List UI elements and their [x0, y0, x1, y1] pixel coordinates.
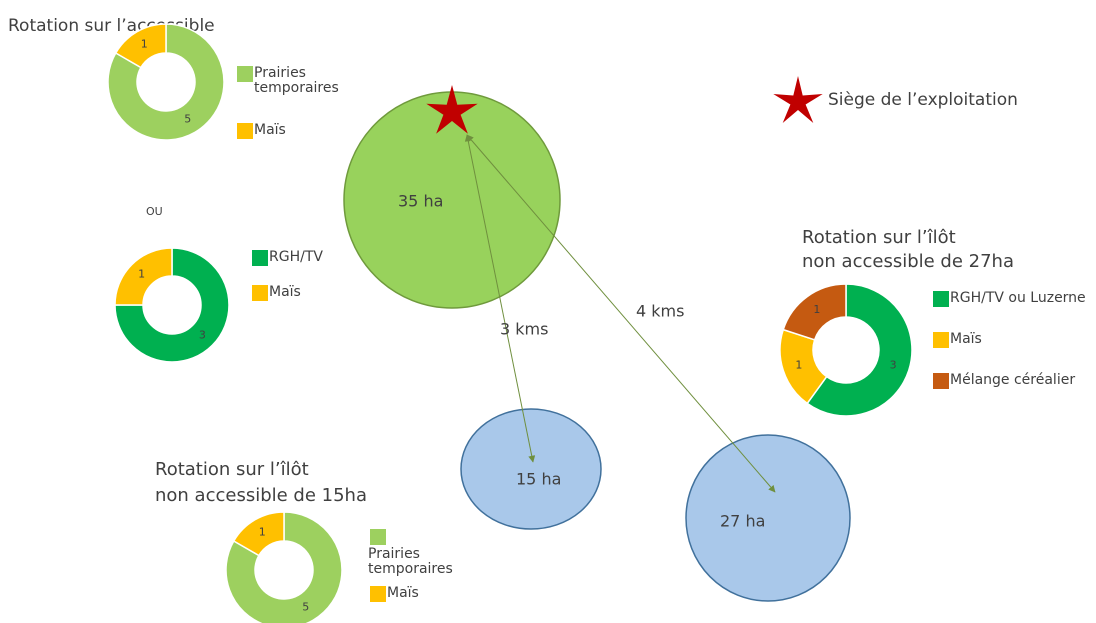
legend-swatch [237, 66, 253, 82]
donut-title: non accessible de 15ha [155, 485, 367, 506]
legend-swatch [933, 332, 949, 348]
legend-swatch [370, 586, 386, 602]
parcel-27 [685, 434, 851, 602]
legend-text: Maïs [269, 284, 301, 300]
legend-swatch [370, 529, 386, 545]
donut-segment [232, 511, 285, 557]
parcel-label: 35 ha [398, 192, 443, 211]
donut-title: Rotation sur l’îlôt [155, 459, 309, 480]
legend-swatch [237, 123, 253, 139]
segment-value: 1 [138, 268, 145, 281]
parcel-label: 27 ha [720, 512, 765, 531]
donut-segment [114, 247, 173, 306]
legend-text: Mélange céréalier [950, 372, 1076, 388]
donut-segment [782, 283, 847, 341]
headquarters-star [426, 85, 478, 134]
legend-text: RGH/TV ou Luzerne [950, 290, 1086, 306]
segment-value: 1 [813, 303, 820, 316]
legend-swatch [252, 285, 268, 301]
donut-segment [225, 511, 343, 623]
legend-text: RGH/TV [269, 249, 323, 265]
donut-segment [114, 23, 167, 69]
legend-swatch [252, 250, 268, 266]
legend-text: Maïs [387, 585, 419, 601]
segment-value: 1 [259, 525, 266, 538]
donut-segment [107, 23, 225, 141]
segment-value: 5 [184, 113, 191, 126]
legend-swatch [933, 373, 949, 389]
legend-text: Maïs [254, 122, 286, 138]
donut-segment [806, 283, 913, 417]
legend-text: Maïs [950, 331, 982, 347]
distance-label: 4 kms [636, 302, 684, 321]
segment-value: 1 [141, 37, 148, 50]
legend-swatch [933, 291, 949, 307]
legend-text: Prairies temporaires [254, 65, 339, 96]
segment-value: 5 [302, 601, 309, 614]
distance-label: 3 kms [500, 320, 548, 339]
parcel-label: 15 ha [516, 470, 561, 489]
donut-title: non accessible de 27ha [802, 251, 1014, 272]
distance-arrow [466, 134, 776, 493]
segment-value: 3 [199, 328, 206, 341]
legend-text: Prairies temporaires [368, 546, 453, 577]
segment-value: 3 [890, 358, 897, 371]
donut-title: Rotation sur l’îlôt [802, 227, 956, 248]
legend-star [773, 76, 823, 123]
legend-text: Siège de l’exploitation [828, 90, 1018, 110]
donut-segment [114, 247, 230, 363]
segment-value: 1 [795, 358, 802, 371]
separator: OU [146, 205, 163, 218]
parcel-35 [343, 91, 561, 309]
